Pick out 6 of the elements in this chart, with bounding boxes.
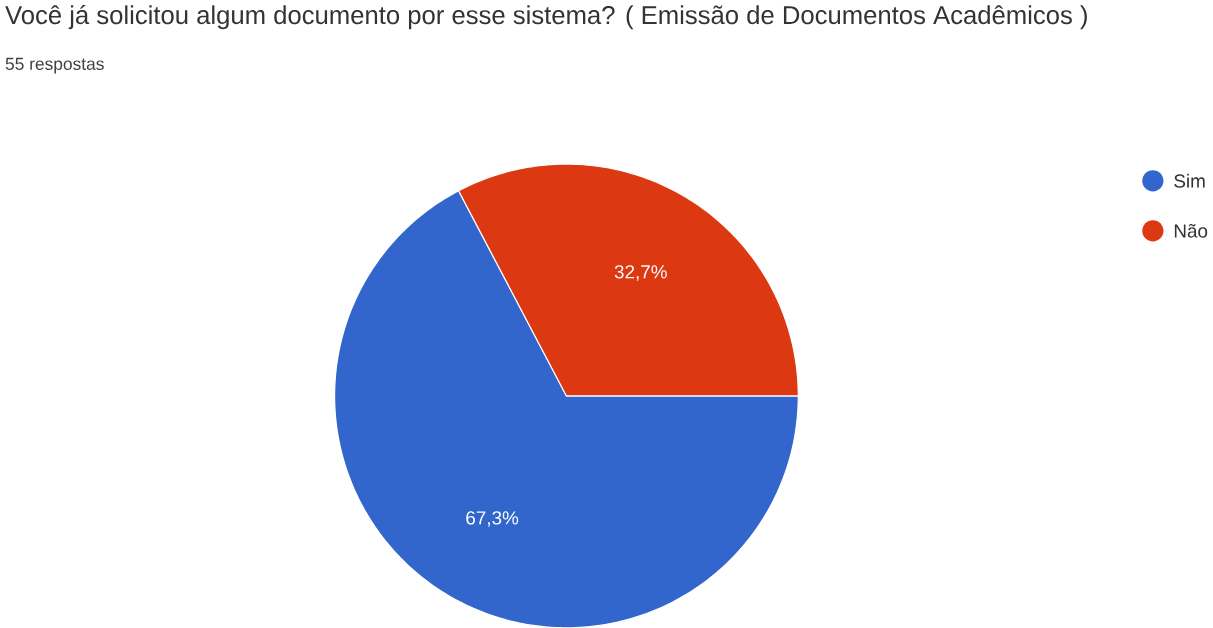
legend-label: Sim bbox=[1174, 173, 1205, 188]
chart-title: Você já solicitou algum documento por esse sistema? ( Emissão de Documentos Acadêmicos ) bbox=[5, 4, 1087, 30]
legend-label: Não bbox=[1174, 223, 1208, 238]
data-label: 67,3% bbox=[466, 511, 519, 527]
text: 55 respostas bbox=[5, 57, 104, 74]
data-label: 32,7% bbox=[614, 264, 667, 281]
